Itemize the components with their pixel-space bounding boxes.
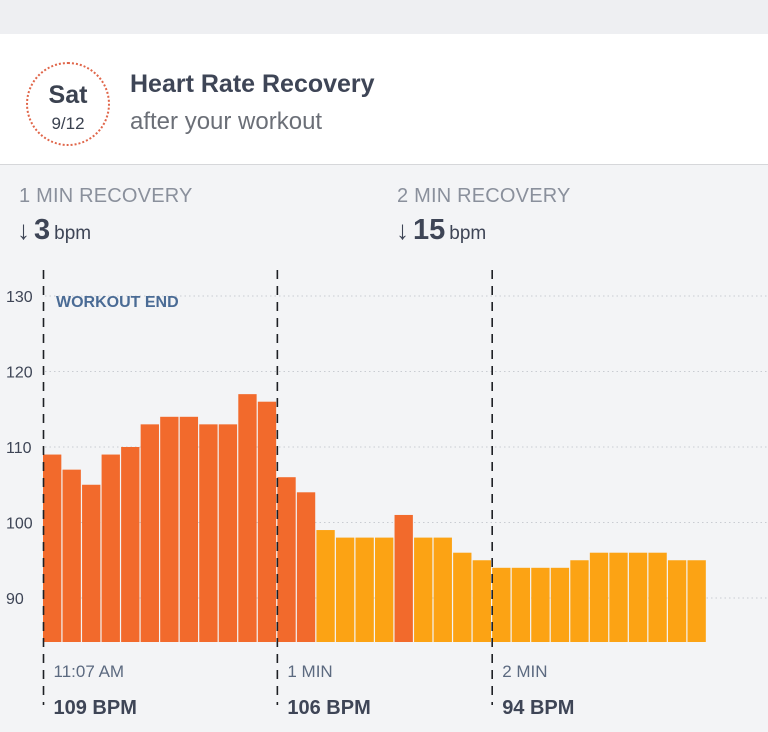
- two-min-recovery-label: 2 MIN RECOVERY: [397, 185, 571, 207]
- workout-end-label: WORKOUT END: [56, 294, 179, 311]
- bar: [82, 484, 101, 642]
- bar: [570, 560, 589, 642]
- one-min-recovery-number: 3: [34, 214, 51, 246]
- bar: [62, 469, 81, 642]
- down-arrow-icon: ↓: [396, 215, 409, 245]
- bar: [355, 537, 374, 642]
- bar: [101, 454, 120, 642]
- bar: [589, 552, 609, 642]
- bar: [296, 492, 316, 642]
- one-min-recovery-value: ↓ 3 bpm: [17, 214, 91, 247]
- two-min-recovery-number: 15: [413, 214, 446, 246]
- bar: [550, 567, 570, 642]
- marker-time-label: 2 MIN: [502, 662, 547, 681]
- two-min-recovery-value: ↓ 15 bpm: [396, 214, 486, 247]
- bar: [609, 552, 628, 642]
- marker-bpm-label: 94 BPM: [502, 697, 574, 719]
- bar: [277, 477, 296, 642]
- bar: [375, 537, 394, 642]
- bar: [160, 416, 179, 642]
- bar: [218, 424, 238, 642]
- bar: [121, 447, 140, 642]
- bar: [433, 537, 452, 642]
- date-badge: Sat 9/12: [26, 62, 110, 146]
- page-subtitle: after your workout: [130, 108, 323, 135]
- y-tick-label: 90: [6, 591, 24, 608]
- bar: [667, 560, 687, 642]
- bar: [531, 567, 550, 642]
- one-min-recovery-unit: bpm: [54, 223, 92, 244]
- y-tick-label: 130: [6, 289, 33, 306]
- bar: [257, 401, 277, 642]
- marker-bpm-label: 106 BPM: [287, 697, 370, 719]
- bar: [394, 514, 413, 642]
- bar: [472, 560, 491, 642]
- bar: [140, 424, 159, 642]
- bar: [648, 552, 667, 642]
- bar: [511, 567, 531, 642]
- y-tick-label: 110: [6, 440, 32, 457]
- bar: [43, 454, 62, 642]
- date-day: Sat: [48, 81, 88, 109]
- y-tick-label: 100: [6, 516, 33, 533]
- bar: [628, 552, 648, 642]
- bar: [316, 530, 335, 642]
- down-arrow-icon: ↓: [17, 215, 30, 245]
- two-min-recovery-unit: bpm: [449, 223, 487, 244]
- bar: [453, 552, 472, 642]
- bar: [414, 537, 433, 642]
- bar: [335, 537, 355, 642]
- date-number: 9/12: [51, 114, 85, 133]
- bar: [238, 394, 257, 642]
- marker-time-label: 1 MIN: [287, 662, 332, 681]
- page-title: Heart Rate Recovery: [130, 70, 375, 98]
- header-card: Sat 9/12 Heart Rate Recovery after your …: [0, 34, 768, 165]
- one-min-recovery-label: 1 MIN RECOVERY: [19, 185, 193, 207]
- bar: [687, 560, 706, 642]
- bar: [179, 416, 199, 642]
- heart-rate-chart: 90 100 110 120 130 11:07 AM 109 BPM 1 MIN 106 BP…: [6, 270, 768, 719]
- marker-bpm-label: 109 BPM: [54, 697, 137, 719]
- bar: [199, 424, 218, 642]
- status-bar: [0, 0, 768, 35]
- y-tick-label: 120: [6, 365, 33, 382]
- bar: [492, 567, 511, 642]
- marker-time-label: 11:07 AM: [54, 662, 125, 681]
